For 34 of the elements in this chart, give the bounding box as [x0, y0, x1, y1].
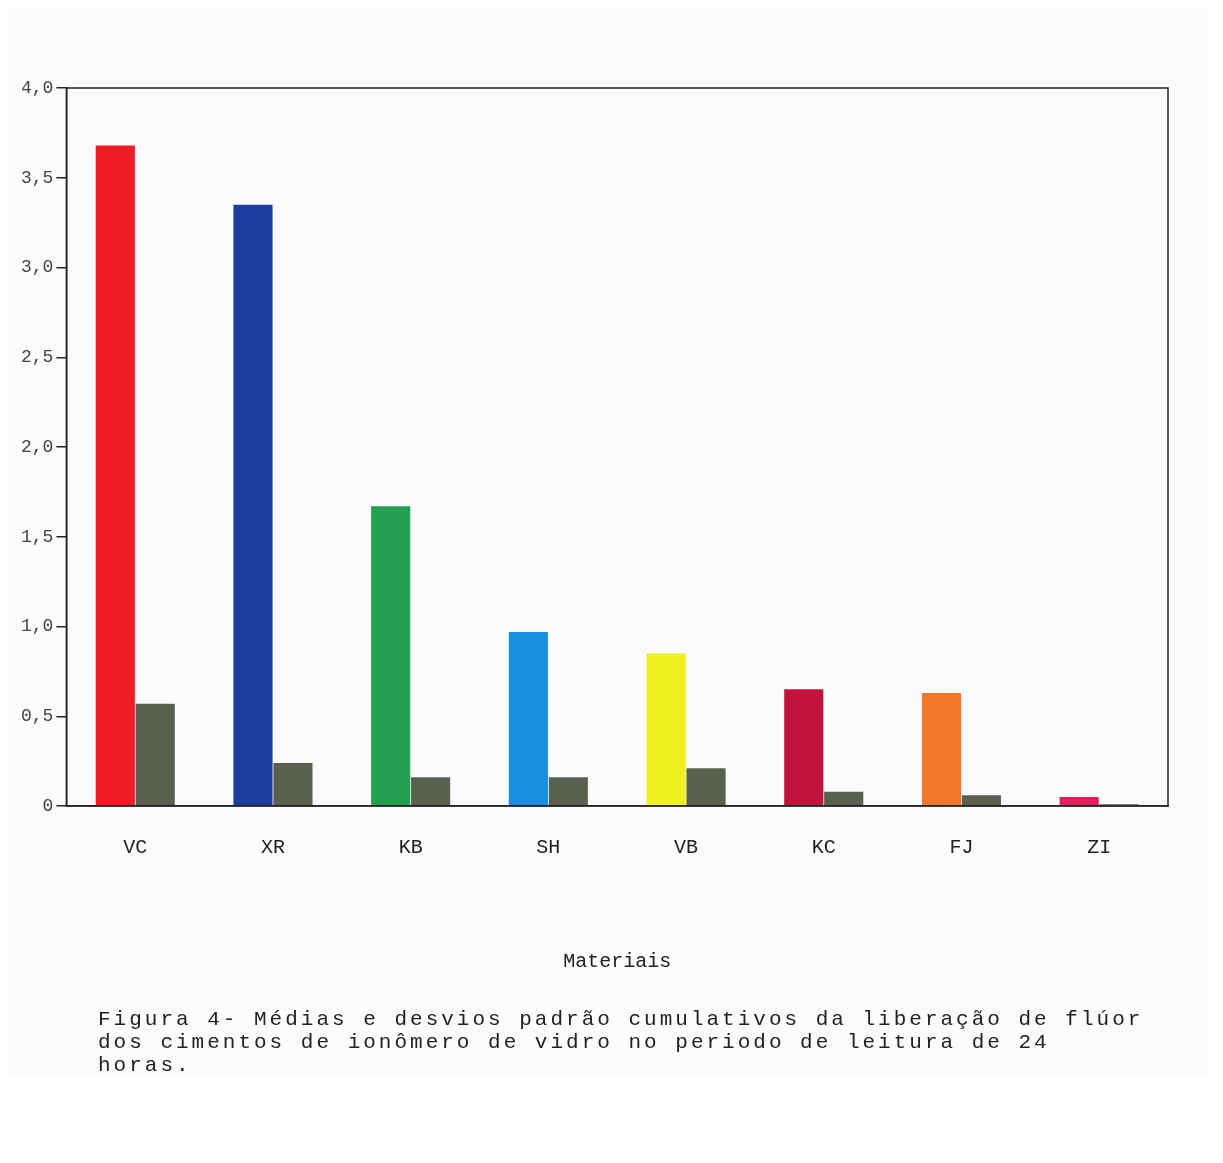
x-tick-label: KB	[398, 836, 423, 860]
x-tick-label: ZI	[1087, 836, 1112, 860]
x-tick-label: VB	[674, 836, 699, 860]
x-tick-label: VC	[123, 836, 148, 860]
bar	[371, 506, 411, 806]
x-tick-label: KC	[811, 836, 836, 860]
y-tick-label: 2,0	[21, 436, 54, 457]
bar	[646, 653, 686, 806]
text: Figura 4- Médias e desvios padrão cumulativos da liberação de flúor dos cimentos de ionômero de vidro no periodo de leitura de 24 horas.	[98, 1008, 1145, 1077]
bar	[824, 791, 864, 806]
bar	[686, 768, 726, 806]
x-tick-label: FJ	[949, 836, 974, 860]
bar	[548, 777, 588, 806]
bar	[1059, 797, 1099, 806]
x-axis-title: Materiais	[563, 950, 672, 974]
x-tick-label: SH	[536, 836, 561, 860]
bar	[135, 703, 175, 806]
bar	[921, 692, 962, 806]
y-tick-label: 0,5	[21, 706, 54, 727]
y-tick-label: 2,5	[21, 347, 54, 368]
y-tick-label: 3,5	[21, 167, 54, 188]
bar	[273, 762, 313, 806]
bar	[95, 145, 135, 806]
bar	[784, 689, 824, 806]
x-tick-label: XR	[260, 836, 285, 860]
y-tick-label: 1,5	[21, 526, 54, 547]
bar	[411, 777, 451, 806]
bar	[961, 795, 1001, 806]
y-tick-label: 4,0	[21, 77, 54, 98]
bar	[233, 204, 273, 806]
y-tick-label: 3,0	[21, 257, 54, 278]
y-tick-label: 1,0	[21, 616, 54, 637]
bar	[508, 631, 548, 806]
y-tick-label: 0	[42, 795, 54, 816]
